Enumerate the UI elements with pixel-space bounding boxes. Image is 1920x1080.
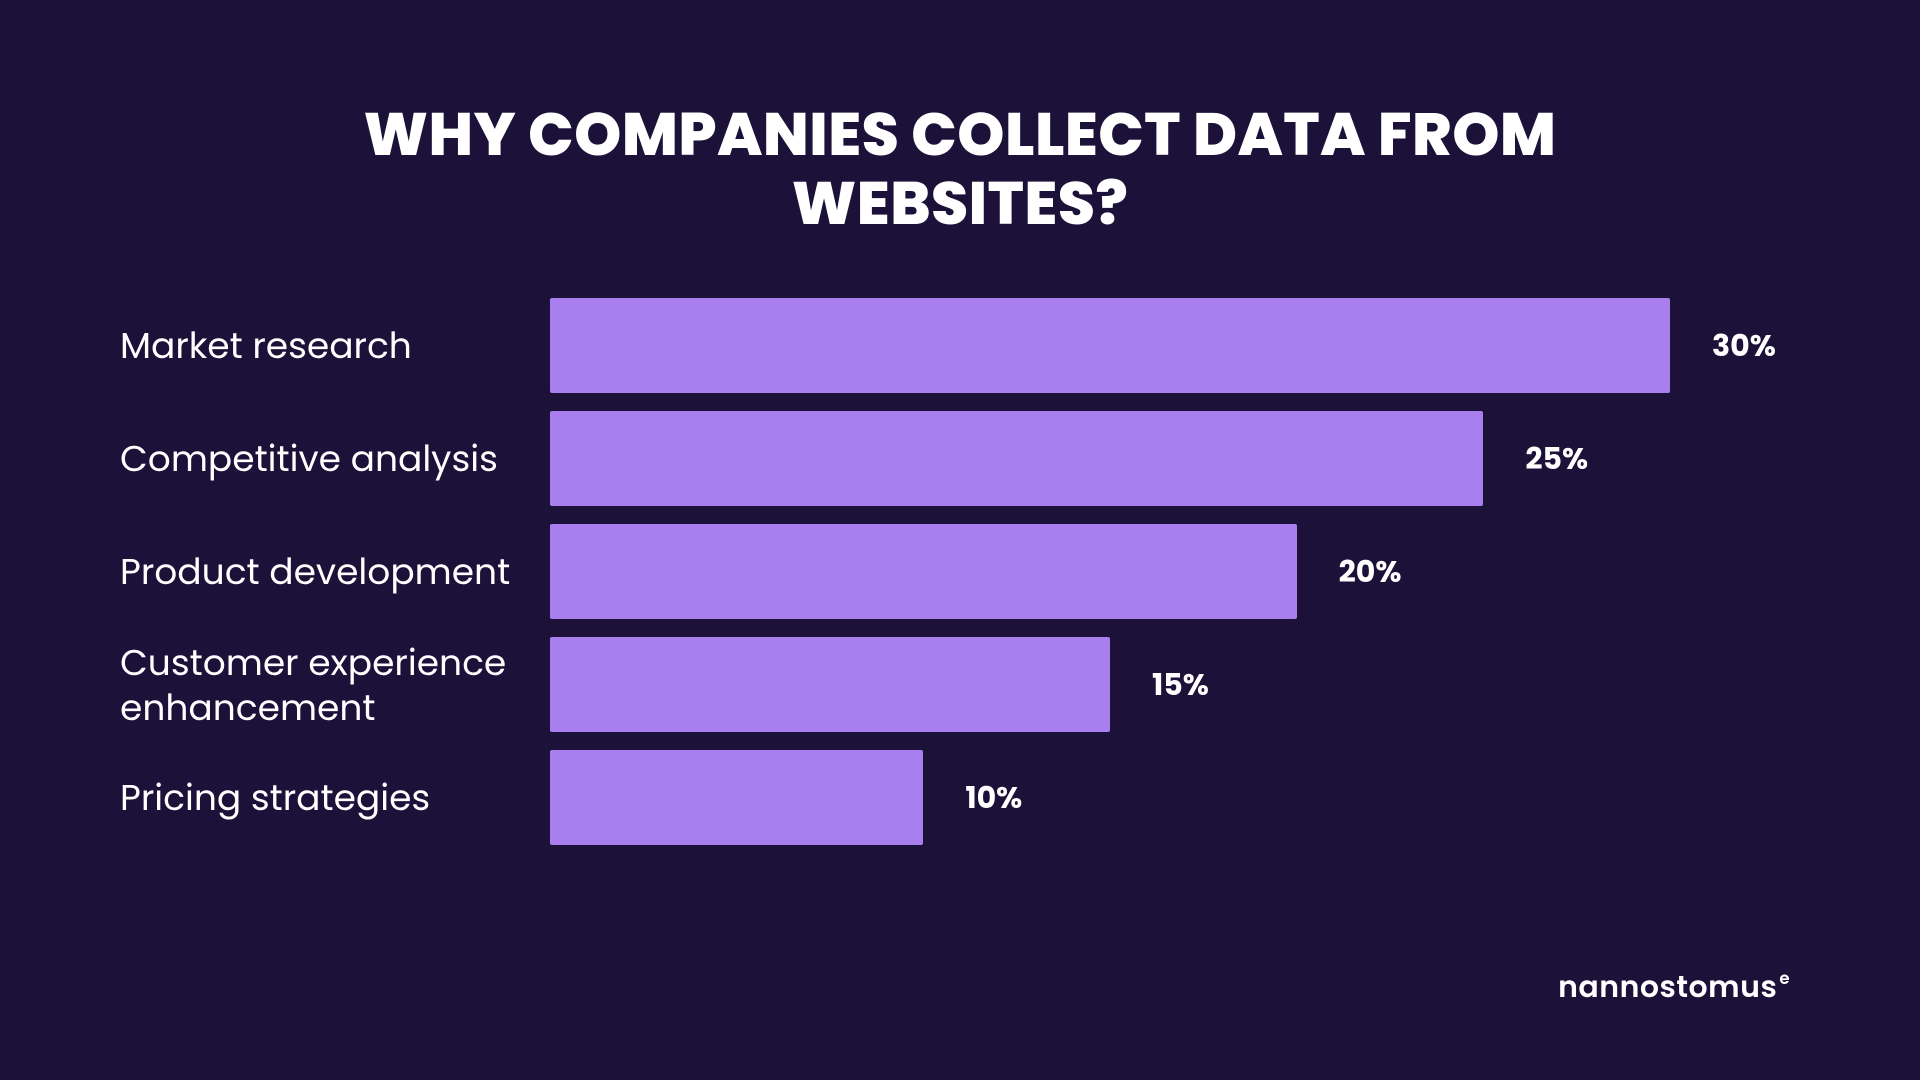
- bar: [550, 411, 1483, 506]
- value-label: 15%: [1152, 662, 1209, 708]
- category-label: Product development: [120, 549, 550, 594]
- bar-row: 20%: [550, 524, 1800, 619]
- category-label: Competitive analysis: [120, 436, 550, 481]
- chart-canvas: WHY COMPANIES COLLECT DATA FROM WEBSITES…: [0, 0, 1920, 1080]
- brand-mark: e: [1779, 966, 1790, 991]
- bar-row: 10%: [550, 750, 1800, 845]
- chart-title: WHY COMPANIES COLLECT DATA FROM WEBSITES…: [260, 100, 1660, 238]
- bar-chart: Market research 30% Competitive analysis…: [120, 298, 1800, 845]
- bar: [550, 750, 923, 845]
- bar-row: 15%: [550, 637, 1800, 732]
- category-label: Customer experience enhancement: [120, 640, 550, 730]
- value-label: 25%: [1525, 436, 1588, 482]
- value-label: 30%: [1712, 323, 1776, 369]
- bar-row: 25%: [550, 411, 1800, 506]
- category-label: Pricing strategies: [120, 775, 550, 820]
- value-label: 20%: [1339, 549, 1402, 595]
- bar: [550, 637, 1110, 732]
- bar: [550, 298, 1670, 393]
- brand-name: nannostomus: [1558, 964, 1777, 1010]
- brand-logo: nannostomuse: [1558, 964, 1790, 1010]
- bar: [550, 524, 1297, 619]
- value-label: 10%: [965, 775, 1022, 821]
- category-label: Market research: [120, 323, 550, 368]
- bar-row: 30%: [550, 298, 1800, 393]
